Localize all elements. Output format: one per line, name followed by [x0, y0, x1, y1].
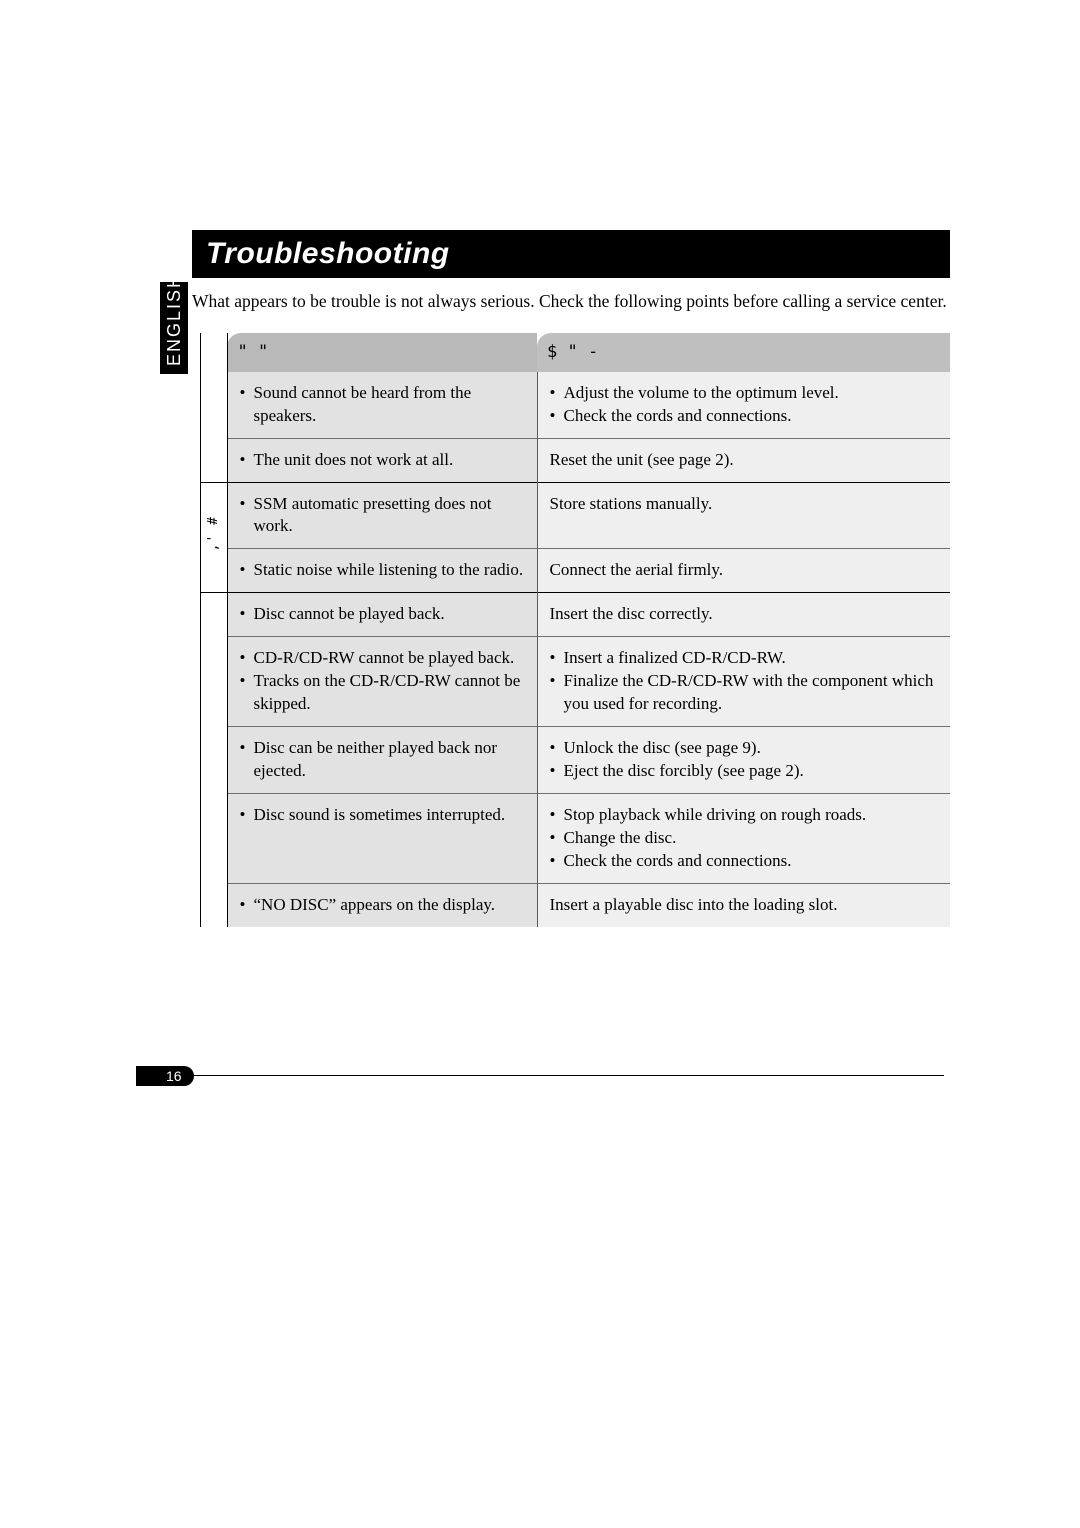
symptom-cell: The unit does not work at all.	[227, 438, 537, 482]
table-row: ,' # SSM automatic presetting does not w…	[201, 482, 950, 549]
symptom-cell: SSM automatic presetting does not work.	[227, 482, 537, 549]
section-title: Troubleshooting	[206, 237, 450, 271]
symptom-item: Sound cannot be heard from the speakers.	[240, 382, 527, 428]
table-row: Sound cannot be heard from the speakers.…	[201, 372, 950, 438]
table-row: Static noise while listening to the radi…	[201, 549, 950, 593]
symptom-cell: Disc sound is sometimes interrupted.	[227, 793, 537, 883]
table-row: “NO DISC” appears on the display. Insert…	[201, 883, 950, 926]
table-row: CD-R/CD-RW cannot be played back. Tracks…	[201, 637, 950, 727]
remedy-item: Adjust the volume to the optimum level.	[550, 382, 941, 405]
remedy-item: Check the cords and connections.	[550, 405, 941, 428]
remedy-item: Finalize the CD-R/CD-RW with the compone…	[550, 670, 941, 716]
symptom-cell: Sound cannot be heard from the speakers.	[227, 372, 537, 438]
symptom-cell: Static noise while listening to the radi…	[227, 549, 537, 593]
symptom-cell: Disc can be neither played back nor ejec…	[227, 727, 537, 794]
remedy-cell: Store stations manually.	[537, 482, 950, 549]
page: ENGLISH Troubleshooting What appears to …	[0, 0, 1080, 1528]
table-row: The unit does not work at all. Reset the…	[201, 438, 950, 482]
symptom-item: Disc sound is sometimes interrupted.	[240, 804, 527, 827]
symptom-item: Tracks on the CD-R/CD-RW cannot be skipp…	[240, 670, 527, 716]
symptom-item: “NO DISC” appears on the display.	[240, 894, 527, 917]
remedy-item: Change the disc.	[550, 827, 941, 850]
remedy-cell: Stop playback while driving on rough roa…	[537, 793, 950, 883]
symptom-item: Disc can be neither played back nor ejec…	[240, 737, 527, 783]
remedy-item: Unlock the disc (see page 9).	[550, 737, 941, 760]
symptom-item: Disc cannot be played back.	[240, 603, 527, 626]
remedy-cell: Adjust the volume to the optimum level. …	[537, 372, 950, 438]
remedy-item: Check the cords and connections.	[550, 850, 941, 873]
symptom-cell: “NO DISC” appears on the display.	[227, 883, 537, 926]
symptoms-header: " "	[227, 333, 537, 372]
remedy-cell: Reset the unit (see page 2).	[537, 438, 950, 482]
table-row: Disc cannot be played back. Insert the d…	[201, 593, 950, 637]
troubleshooting-table: " " $ " - Sound cannot be heard from the…	[201, 333, 950, 927]
category-header-cell	[201, 333, 227, 372]
symptom-cell: CD-R/CD-RW cannot be played back. Tracks…	[227, 637, 537, 727]
remedy-cell: Unlock the disc (see page 9). Eject the …	[537, 727, 950, 794]
remedies-header: $ " -	[537, 333, 950, 372]
category-cell-general	[201, 372, 227, 482]
remedy-cell: Insert a playable disc into the loading …	[537, 883, 950, 926]
page-number: 16	[136, 1066, 194, 1086]
symptom-item: Static noise while listening to the radi…	[240, 559, 527, 582]
remedy-item: Insert a finalized CD-R/CD-RW.	[550, 647, 941, 670]
remedy-cell: Insert a finalized CD-R/CD-RW. Finalize …	[537, 637, 950, 727]
intro-paragraph: What appears to be trouble is not always…	[192, 290, 950, 313]
symptom-cell: Disc cannot be played back.	[227, 593, 537, 637]
symptom-item: SSM automatic presetting does not work.	[240, 493, 527, 539]
section-title-bar: Troubleshooting	[192, 230, 950, 278]
remedy-item: Eject the disc forcibly (see page 2).	[550, 760, 941, 783]
symptom-item: The unit does not work at all.	[240, 449, 527, 472]
symptom-item: CD-R/CD-RW cannot be played back.	[240, 647, 527, 670]
category-label: ,' #	[205, 516, 223, 551]
remedy-item: Stop playback while driving on rough roa…	[550, 804, 941, 827]
remedy-cell: Connect the aerial firmly.	[537, 549, 950, 593]
category-cell-disc	[201, 593, 227, 927]
table-header-row: " " $ " -	[201, 333, 950, 372]
remedy-cell: Insert the disc correctly.	[537, 593, 950, 637]
footer-rule	[190, 1075, 944, 1076]
table-row: Disc can be neither played back nor ejec…	[201, 727, 950, 794]
language-tab: ENGLISH	[160, 282, 188, 374]
troubleshooting-table-wrap: " " $ " - Sound cannot be heard from the…	[200, 333, 950, 927]
table-row: Disc sound is sometimes interrupted. Sto…	[201, 793, 950, 883]
category-cell-fm: ,' #	[201, 482, 227, 593]
